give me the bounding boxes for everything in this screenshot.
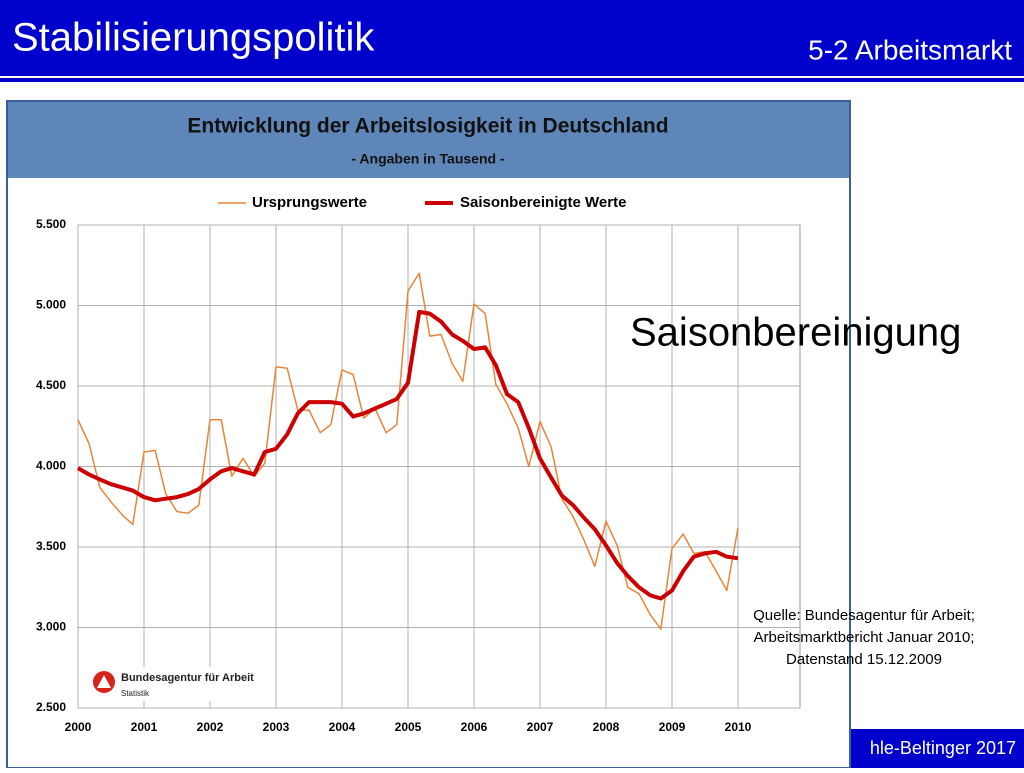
legend-label: Saisonbereinigte Werte [460, 194, 626, 211]
source-line: Quelle: Bundesagentur für Arbeit; [753, 607, 975, 624]
annotation: Saisonbereinigung [630, 311, 961, 355]
series-line [76, 309, 739, 601]
legend-label: Ursprungswerte [252, 194, 367, 211]
header-band [0, 0, 1024, 76]
x-tick-label: 2008 [593, 720, 620, 734]
x-tick-label: 2002 [197, 720, 224, 734]
y-tick-label: 5.000 [36, 298, 66, 312]
x-tick-label: 2003 [263, 720, 290, 734]
x-tick-label: 2010 [725, 720, 752, 734]
x-tick-label: 2006 [461, 720, 488, 734]
x-tick-label: 2005 [395, 720, 422, 734]
source-line: Arbeitsmarktbericht Januar 2010; [754, 629, 975, 646]
x-tick-label: 2007 [527, 720, 554, 734]
y-tick-label: 2.500 [36, 700, 66, 714]
chart-header [8, 102, 849, 178]
y-tick-label: 3.500 [36, 539, 66, 553]
grid: 2.500 3.000 3.500 4.000 4.500 5.000 5.500 2000 2… [36, 217, 800, 734]
series-line [77, 272, 739, 630]
logo-name: Bundesagentur für Arbeit [121, 672, 254, 684]
y-tick-label: 3.000 [36, 620, 66, 634]
logo-sub: Statistik [121, 689, 150, 698]
y-tick-label: 4.000 [36, 459, 66, 473]
chart-subtitle: - Angaben in Tausend - [351, 151, 505, 167]
x-tick-label: 2000 [65, 720, 92, 734]
chart-title: Entwicklung der Arbeitslosigkeit in Deut… [187, 115, 668, 138]
footer-text: hle-Beltinger 2017 [870, 738, 1016, 758]
header-rule [0, 78, 1024, 82]
slide-title: Stabilisierungspolitik [12, 16, 375, 60]
footer-band [820, 729, 1024, 768]
slide-subtitle: 5-2 Arbeitsmarkt [808, 34, 1012, 65]
y-tick-label: 4.500 [36, 378, 66, 392]
logo: Bundesagentur für Arbeit Statistik [88, 667, 254, 701]
x-tick-label: 2004 [329, 720, 356, 734]
x-tick-label: 2009 [659, 720, 686, 734]
x-tick-label: 2001 [131, 720, 158, 734]
legend: Ursprungswerte Saisonbereinigte Werte [218, 194, 626, 211]
lines [76, 272, 739, 630]
logo-icon-mark [97, 675, 111, 688]
source-line: Datenstand 15.12.2009 [786, 651, 942, 668]
y-tick-label: 5.500 [36, 217, 66, 231]
header-gap [0, 76, 1024, 78]
